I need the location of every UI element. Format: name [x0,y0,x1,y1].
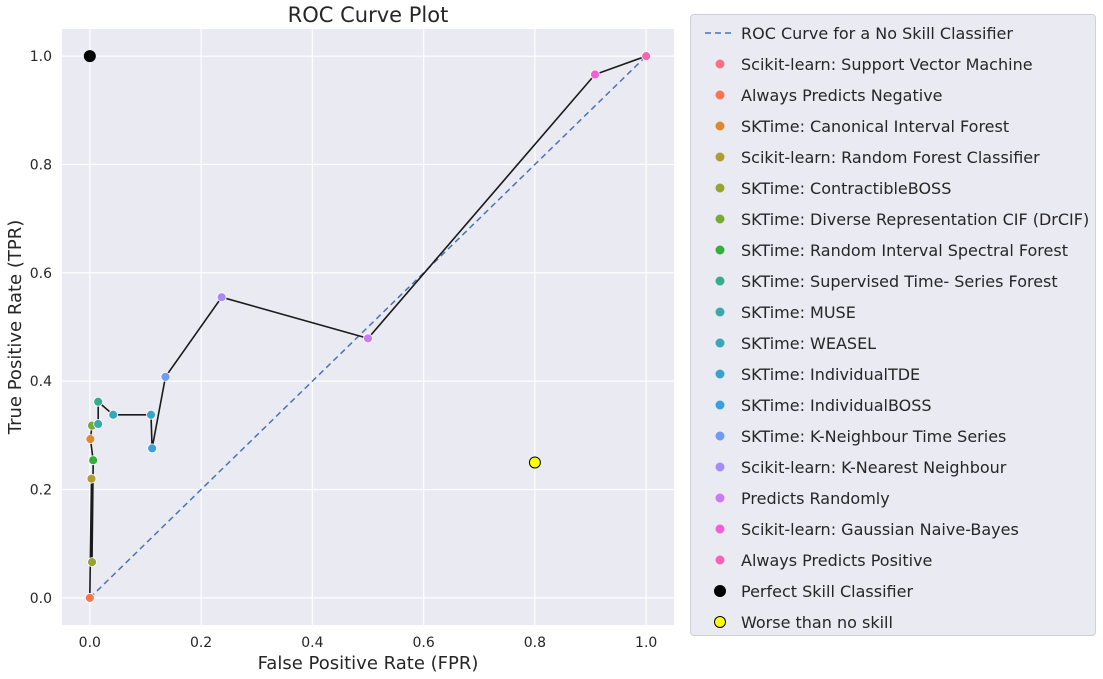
legend-label: SKTime: Diverse Representation CIF (DrCI… [741,209,1090,229]
roc-point [87,557,97,568]
roc-point [86,473,97,484]
legend-item: SKTime: WEASEL [691,329,876,357]
legend-label: SKTime: ContractibleBOSS [741,178,952,198]
legend-label: Scikit-learn: Random Forest Classifier [741,147,1040,167]
reference-point [528,456,541,469]
legend: ROC Curve for a No Skill Classifier Sciki… [690,14,1096,636]
roc-curve-line [89,55,647,598]
legend-marker-icon [701,143,737,171]
legend-marker-icon [701,453,737,481]
roc-point [160,371,171,382]
legend-label: SKTime: K-Neighbour Time Series [741,426,1007,446]
y-tick-label: 0.2 [30,483,52,499]
legend-label: Scikit-learn: Support Vector Machine [741,54,1033,74]
tick-labels: 0.0 0.2 0.4 0.6 0.8 1.0 0.0 0.2 0.4 0.6 0.8 1.0 [30,49,658,651]
roc-point [85,434,96,445]
y-tick-label: 0.8 [30,157,52,173]
legend-marker-icon [701,174,737,202]
roc-point [108,409,119,420]
legend-item: SKTime: Supervised Time- Series Forest [691,267,1058,295]
legend-item: SKTime: ContractibleBOSS [691,174,951,202]
legend-marker-icon [701,360,737,388]
legend-item: Scikit-learn: Random Forest Classifier [691,143,1040,171]
legend-label: SKTime: IndividualBOSS [741,395,932,415]
legend-item: SKTime: IndividualBOSS [691,391,932,419]
legend-marker-icon [701,81,737,109]
roc-point [88,455,99,466]
legend-item: Perfect Skill Classifier [691,577,913,605]
legend-label: Perfect Skill Classifier [741,581,914,601]
x-tick-label: 0.4 [301,635,323,651]
roc-point [84,593,95,603]
legend-marker-icon [701,267,737,295]
legend-item: Worse than no skill [691,608,893,636]
roc-point [146,409,156,420]
x-tick-label: 0.8 [524,635,546,651]
roc-point [93,419,104,429]
legend-label: SKTime: Random Interval Spectral Forest [741,240,1068,260]
legend-marker-icon [701,205,737,233]
legend-item: Always Predicts Positive [691,546,932,574]
legend-marker-icon [701,329,737,357]
series-layer [83,50,652,603]
legend-label: SKTime: MUSE [741,302,856,322]
roc-point [216,292,227,303]
legend-marker-icon [701,50,737,78]
chart-title: ROC Curve Plot [288,3,449,27]
x-tick-label: 0.0 [79,635,101,651]
legend-label: Predicts Randomly [741,488,890,508]
legend-label: SKTime: Canonical Interval Forest [741,116,1010,136]
legend-item: SKTime: Canonical Interval Forest [691,112,1009,140]
x-tick-label: 1.0 [635,635,657,651]
legend-item: Always Predicts Negative [691,81,943,109]
legend-label: SKTime: WEASEL [741,333,877,353]
y-tick-label: 1.0 [30,49,52,65]
roc-point [590,69,600,80]
legend-label: ROC Curve for a No Skill Classifier [741,23,1013,43]
legend-item: Scikit-learn: Gaussian Naive-Bayes [691,515,1019,543]
legend-dashed-line-icon [701,19,737,47]
reference-point [83,50,96,63]
legend-item: SKTime: Random Interval Spectral Forest [691,236,1068,264]
roc-point [147,443,158,454]
legend-marker-icon [701,391,737,419]
legend-item: ROC Curve for a No Skill Classifier [691,19,1013,47]
legend-marker-icon [701,546,737,574]
legend-marker-icon [701,608,737,636]
legend-marker-icon [701,298,737,326]
roc-chart: 0.0 0.2 0.4 0.6 0.8 1.0 0.0 0.2 0.4 0.6 0.8 1.0 ROC… [5,3,674,674]
legend-label: SKTime: IndividualTDE [741,364,921,384]
legend-item: SKTime: MUSE [691,298,856,326]
legend-label: SKTime: Supervised Time- Series Forest [741,271,1058,291]
roc-point [93,396,104,407]
x-tick-label: 0.6 [413,635,435,651]
legend-item: SKTime: Diverse Representation CIF (DrCI… [691,205,1089,233]
legend-item: Predicts Randomly [691,484,890,512]
y-tick-label: 0.6 [30,266,52,282]
y-tick-label: 0.0 [30,591,52,607]
legend-item: SKTime: K-Neighbour Time Series [691,422,1006,450]
y-tick-label: 0.4 [30,374,52,390]
roc-point [641,51,652,61]
x-axis-label: False Positive Rate (FPR) [258,653,479,674]
legend-item: Scikit-learn: K-Nearest Neighbour [691,453,1006,481]
legend-marker-icon [701,577,737,605]
legend-label: Worse than no skill [741,612,893,632]
legend-marker-icon [701,236,737,264]
y-axis-label: True Positive Rate (TPR) [5,220,26,435]
legend-label: Always Predicts Negative [741,85,943,105]
legend-marker-icon [701,515,737,543]
legend-label: Scikit-learn: K-Nearest Neighbour [741,457,1007,477]
roc-point [363,333,373,344]
legend-item: SKTime: IndividualTDE [691,360,920,388]
x-tick-label: 0.2 [190,635,212,651]
legend-marker-icon [701,484,737,512]
legend-label: Scikit-learn: Gaussian Naive-Bayes [741,519,1019,539]
legend-marker-icon [701,112,737,140]
legend-label: Always Predicts Positive [741,550,933,570]
legend-marker-icon [701,422,737,450]
legend-item: Scikit-learn: Support Vector Machine [691,50,1033,78]
